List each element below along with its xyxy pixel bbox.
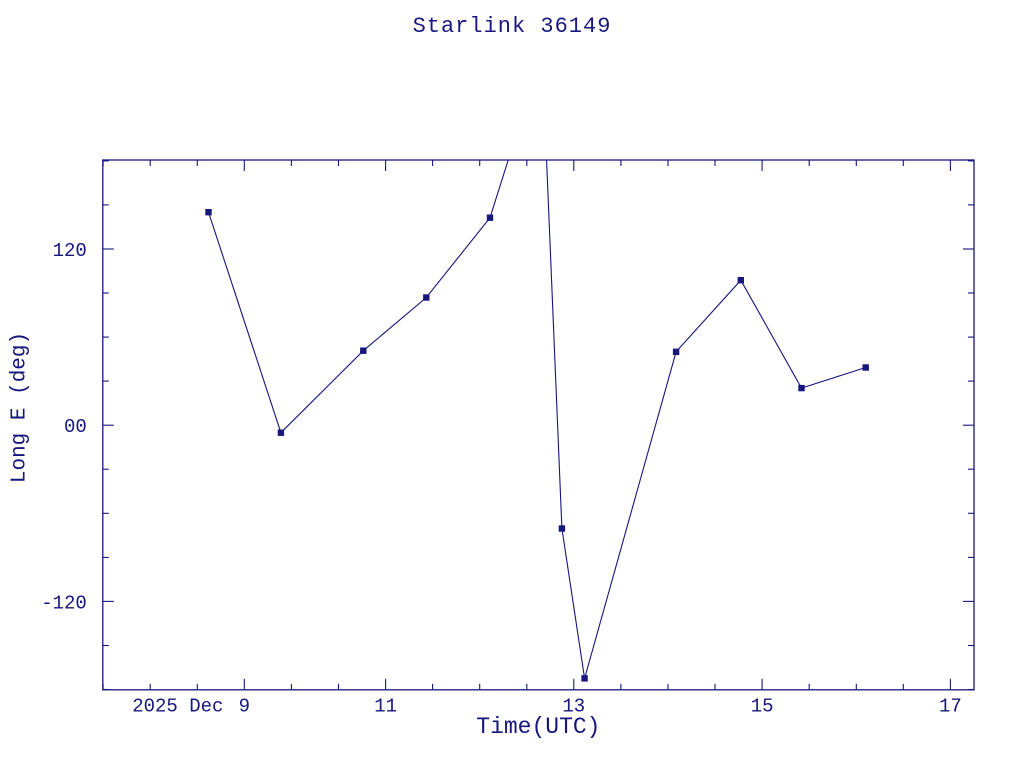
svg-text:15: 15 [751, 695, 774, 717]
svg-text:00: 00 [64, 416, 87, 438]
svg-text:17: 17 [939, 695, 962, 717]
svg-text:-120: -120 [41, 592, 87, 614]
svg-text:9: 9 [239, 695, 250, 717]
svg-text:13: 13 [562, 695, 585, 717]
svg-text:2025 Dec: 2025 Dec [132, 695, 223, 717]
svg-text:11: 11 [374, 695, 397, 717]
svg-text:120: 120 [53, 240, 87, 262]
